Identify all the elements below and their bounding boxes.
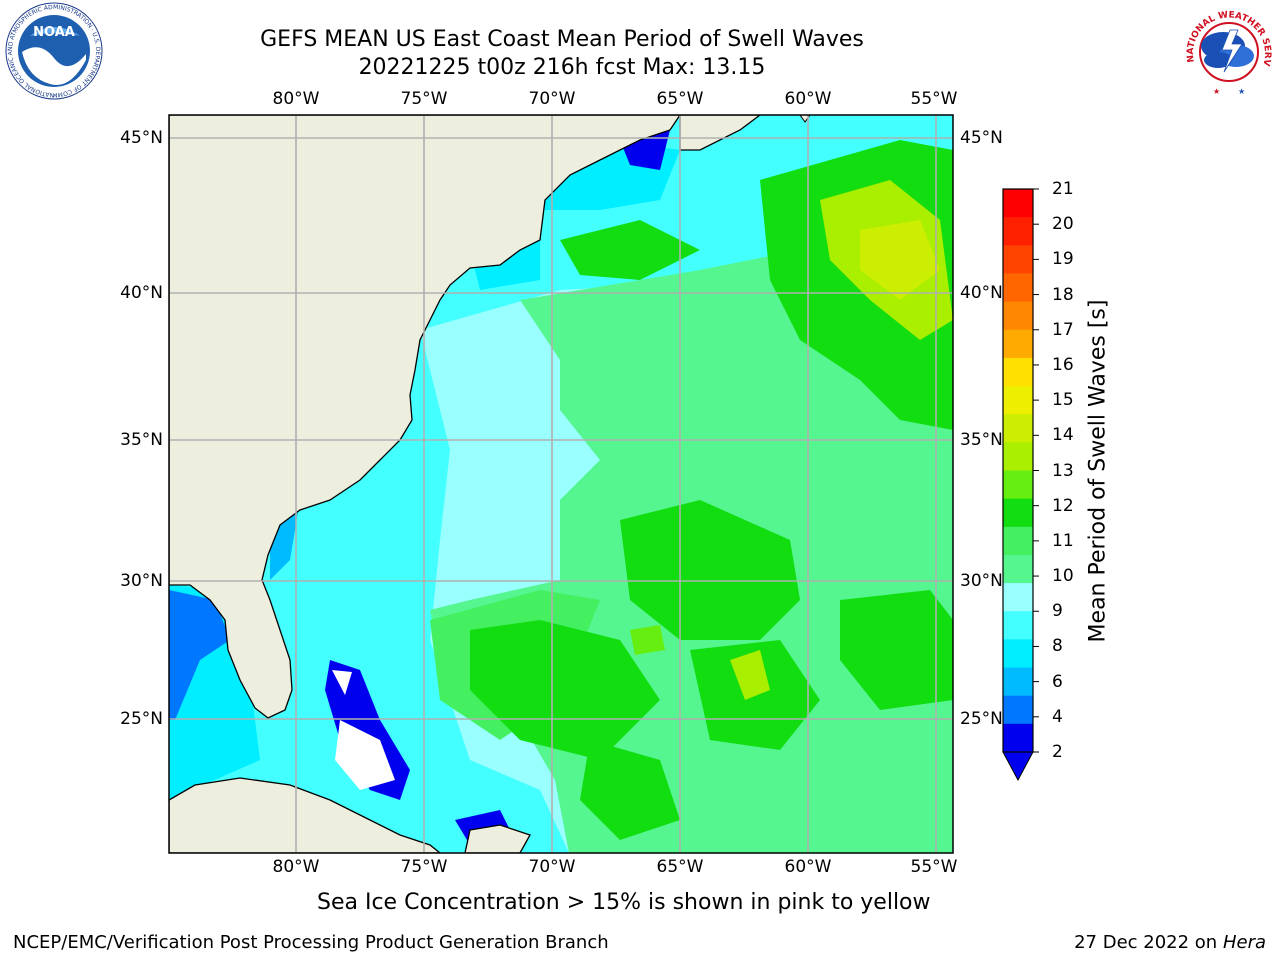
colorbar-segment [1003, 442, 1033, 471]
colorbar-segment [1003, 554, 1033, 584]
colorbar-tick-label: 14 [1052, 425, 1074, 446]
lat-tick-left: 25°N [120, 709, 163, 729]
lat-tick-right: 45°N [960, 128, 1003, 148]
lat-tick-left: 45°N [120, 128, 163, 148]
lat-tick-right: 25°N [960, 709, 1003, 729]
lon-tick-top: 75°W [400, 89, 448, 109]
lon-tick-bottom: 70°W [528, 857, 576, 877]
colorbar-segment [1003, 386, 1033, 415]
lat-tick-right: 30°N [960, 571, 1003, 591]
colorbar-segment [1003, 245, 1033, 274]
chart-subtitle: 20221225 t00z 216h fcst Max: 13.15 [358, 55, 766, 80]
nws-logo: NATIONAL WEATHER SERVICE ★ ★ [1178, 0, 1274, 96]
colorbar-tick-label: 11 [1052, 530, 1074, 551]
lon-tick-top: 60°W [784, 89, 832, 109]
colorbar-segment [1003, 189, 1033, 218]
colorbar-tick-label: 12 [1052, 495, 1074, 516]
lon-tick-top: 65°W [656, 89, 704, 109]
colorbar-tick-label: 16 [1052, 354, 1074, 375]
colorbar-tick-label: 20 [1052, 214, 1074, 235]
lon-tick-top: 55°W [910, 89, 958, 109]
colorbar-tick-label: 18 [1052, 284, 1074, 305]
colorbar-tick-label: 2 [1052, 742, 1063, 762]
colorbar-tick-label: 6 [1052, 671, 1063, 692]
colorbar-label: Mean Period of Swell Waves [s] [1085, 299, 1111, 643]
lon-tick-bottom: 55°W [910, 857, 958, 877]
lat-tick-left: 40°N [120, 283, 163, 303]
colorbar-segment [1003, 217, 1033, 246]
colorbar-tick-label: 10 [1052, 566, 1074, 587]
lat-tick-right: 35°N [960, 430, 1003, 450]
colorbar-tick-label: 19 [1052, 249, 1074, 270]
svg-text:NOAA: NOAA [33, 25, 75, 40]
footer-credit: NCEP/EMC/Verification Post Processing Pr… [13, 932, 609, 953]
footer-date-text: 27 Dec 2022 on [1074, 932, 1218, 953]
colorbar-segment [1003, 723, 1033, 753]
colorbar-segment [1003, 611, 1033, 640]
colorbar-segment [1003, 470, 1033, 500]
map-frame [168, 114, 954, 854]
swell-period-field [169, 115, 953, 853]
lat-tick-right: 40°N [960, 283, 1003, 303]
colorbar-tick-label: 17 [1052, 319, 1074, 340]
colorbar-tick-label: 9 [1052, 601, 1063, 622]
svg-text:★: ★ [1238, 87, 1245, 96]
colorbar [1003, 188, 1039, 753]
footer-date: 27 Dec 2022 on Hera [1074, 932, 1266, 953]
graticule [169, 115, 953, 853]
lon-tick-bottom: 80°W [272, 857, 320, 877]
footer-host: Hera [1222, 932, 1266, 953]
colorbar-extend-arrow [1002, 751, 1034, 782]
colorbar-tick-label: 4 [1052, 706, 1063, 727]
lon-tick-bottom: 75°W [400, 857, 448, 877]
lat-tick-left: 35°N [120, 430, 163, 450]
lon-tick-bottom: 65°W [656, 857, 704, 877]
colorbar-frame [1002, 188, 1034, 753]
colorbar-tick-label: 15 [1052, 390, 1074, 411]
lon-tick-bottom: 60°W [784, 857, 832, 877]
colorbar-tick-label: 8 [1052, 636, 1063, 657]
lon-tick-top: 70°W [528, 89, 576, 109]
chart-title: GEFS MEAN US East Coast Mean Period of S… [260, 27, 864, 52]
colorbar-segment [1003, 498, 1033, 528]
colorbar-segment [1003, 526, 1033, 556]
colorbar-segment [1003, 639, 1033, 669]
sea-ice-note: Sea Ice Concentration > 15% is shown in … [317, 890, 931, 915]
lat-tick-left: 30°N [120, 571, 163, 591]
colorbar-segment [1003, 583, 1033, 612]
colorbar-segment [1003, 273, 1033, 303]
colorbar-tick-label: 13 [1052, 460, 1074, 481]
colorbar-segment [1003, 301, 1033, 331]
colorbar-segment [1003, 357, 1033, 387]
noaa-logo: NATIONAL OCEANIC AND ATMOSPHERIC ADMINIS… [0, 0, 103, 100]
colorbar-segment [1003, 329, 1033, 359]
lon-tick-top: 80°W [272, 89, 320, 109]
svg-text:★: ★ [1213, 87, 1220, 96]
colorbar-segment [1003, 667, 1033, 697]
colorbar-tick-label: 21 [1052, 179, 1074, 199]
colorbar-segment [1003, 695, 1033, 725]
colorbar-segment [1003, 414, 1033, 443]
